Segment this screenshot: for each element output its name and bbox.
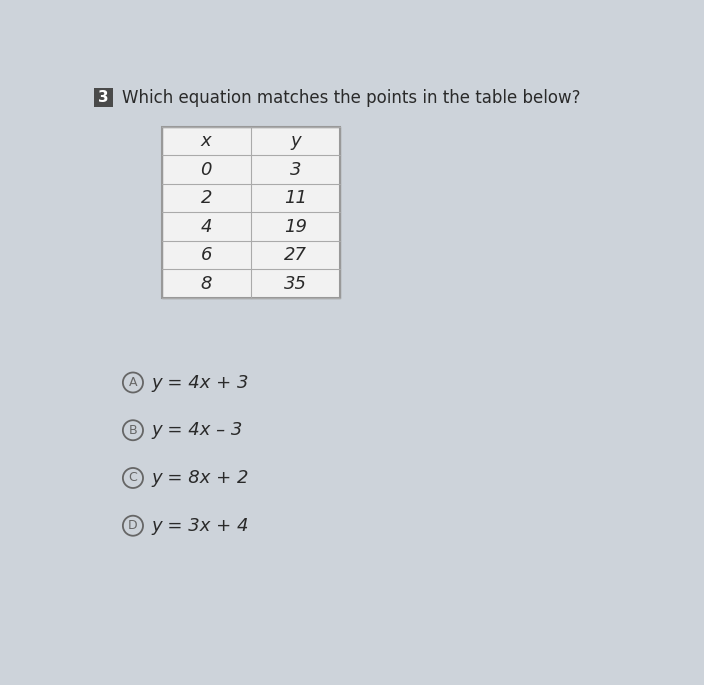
FancyBboxPatch shape (162, 127, 340, 298)
Text: y: y (290, 132, 301, 150)
Text: 35: 35 (284, 275, 307, 292)
Text: y = 4x + 3: y = 4x + 3 (151, 373, 249, 392)
Text: 0: 0 (201, 160, 212, 179)
FancyBboxPatch shape (94, 88, 113, 107)
Text: 8: 8 (201, 275, 212, 292)
Text: 2: 2 (201, 189, 212, 207)
Text: y = 4x – 3: y = 4x – 3 (151, 421, 243, 439)
Text: 3: 3 (98, 90, 109, 105)
Text: y = 8x + 2: y = 8x + 2 (151, 469, 249, 487)
Text: D: D (128, 519, 138, 532)
Text: B: B (129, 424, 137, 437)
Text: 6: 6 (201, 246, 212, 264)
Text: Which equation matches the points in the table below?: Which equation matches the points in the… (122, 88, 581, 107)
Text: x: x (201, 132, 211, 150)
Text: C: C (129, 471, 137, 484)
Text: 3: 3 (289, 160, 301, 179)
Text: 11: 11 (284, 189, 307, 207)
Text: 4: 4 (201, 218, 212, 236)
Text: 19: 19 (284, 218, 307, 236)
Text: 27: 27 (284, 246, 307, 264)
Text: A: A (129, 376, 137, 389)
Text: y = 3x + 4: y = 3x + 4 (151, 516, 249, 535)
